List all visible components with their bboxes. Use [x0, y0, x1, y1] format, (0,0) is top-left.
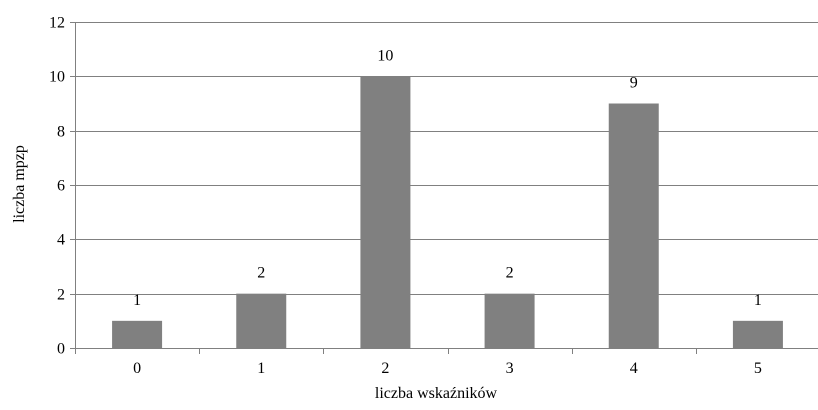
data-label-5: 1 [754, 292, 762, 309]
bar-4 [608, 103, 659, 348]
x-tick-label-2: 2 [381, 360, 389, 377]
bar-3 [484, 293, 535, 348]
data-label-2: 10 [377, 47, 393, 64]
x-axis-title: liczba wskaźników [375, 385, 498, 402]
bar-2 [360, 76, 411, 348]
y-tick-label: 8 [57, 124, 65, 141]
x-tick-label-3: 3 [506, 360, 514, 377]
bar-0 [112, 320, 163, 348]
x-tick-label-0: 0 [133, 360, 141, 377]
y-axis-title: liczba mpzp [11, 145, 28, 223]
y-tick-label: 6 [57, 178, 65, 195]
y-tick-label: 4 [57, 232, 65, 249]
bar-5 [732, 320, 783, 348]
x-tick-label-5: 5 [754, 360, 762, 377]
data-label-3: 2 [506, 265, 514, 282]
data-label-0: 1 [133, 292, 141, 309]
bars [112, 76, 783, 348]
y-tick-label: 0 [57, 341, 65, 358]
axes [70, 22, 818, 354]
bar-1 [236, 293, 287, 348]
y-tick-label: 12 [49, 15, 65, 32]
x-tick-label-1: 1 [257, 360, 265, 377]
gridlines [75, 22, 818, 295]
data-label-1: 2 [257, 265, 265, 282]
data-labels: 1 2 10 2 9 1 [133, 47, 762, 309]
x-tick-label-4: 4 [630, 360, 638, 377]
y-tick-label: 2 [57, 287, 65, 304]
y-tick-label: 10 [49, 69, 65, 86]
data-label-4: 9 [630, 75, 638, 92]
